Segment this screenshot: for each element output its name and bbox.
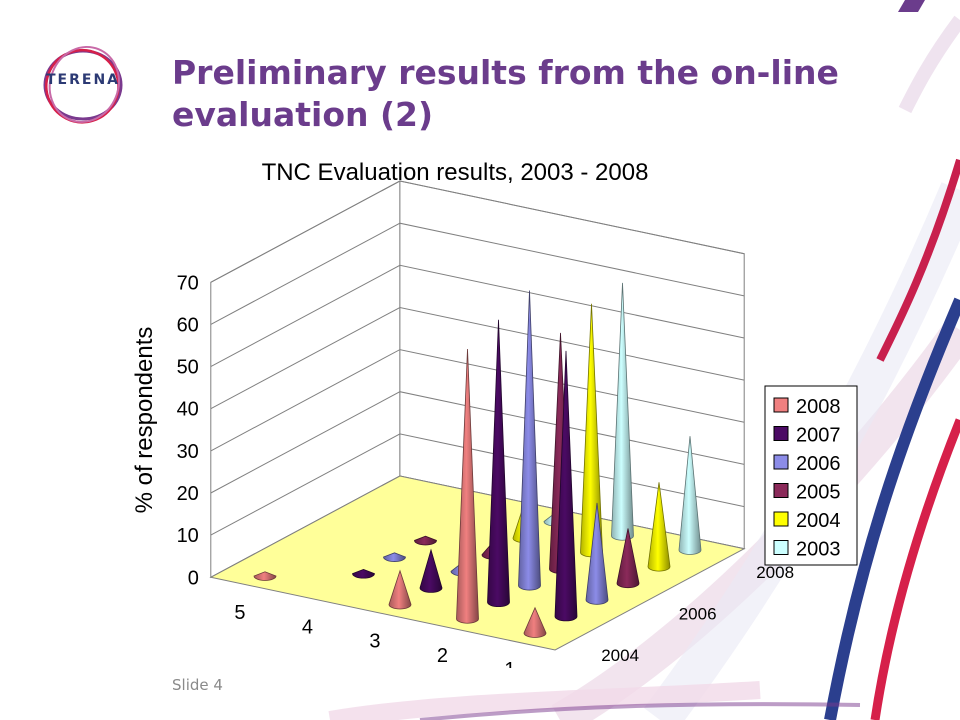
legend-swatch-2003 — [773, 540, 789, 555]
logo-wordmark: TERENA — [45, 72, 120, 88]
depth-axis-label: 2004 — [601, 646, 639, 665]
gridline — [210, 264, 745, 368]
cone-2003-cat-1 — [678, 436, 702, 555]
category-label: 5 — [234, 602, 245, 624]
depth-axis-label: 2006 — [679, 604, 717, 623]
legend-label-2007: 2007 — [796, 425, 841, 447]
cone-2007-cat-4 — [352, 569, 375, 579]
cone-2008-cat-1 — [523, 606, 547, 638]
legend-label-2004: 2004 — [796, 510, 841, 532]
depth-axis-label: 2008 — [756, 563, 794, 582]
legend-swatch-2006 — [773, 454, 789, 470]
legend-label-2008: 2008 — [796, 396, 841, 418]
cone-2005-cat-4 — [414, 535, 437, 546]
legend-label-2005: 2005 — [796, 482, 841, 504]
plot-area: 0 10 20 30 40 50 60 70 5 4 3 2 1 2008 2006 2004 — [177, 180, 794, 668]
gridline — [210, 306, 745, 410]
y-axis-label: % of respondents — [131, 327, 158, 514]
cone-2007-cat-3 — [419, 548, 443, 593]
series-2006 — [383, 290, 609, 605]
cone-2007-cat-1 — [554, 350, 578, 622]
y-tick-label: 70 — [177, 272, 199, 294]
category-label: 4 — [302, 616, 313, 638]
terena-logo — [43, 45, 123, 124]
cone-2008-cat-3 — [388, 569, 412, 610]
slide-title: Preliminary results from the on-line eva… — [172, 53, 839, 134]
cone-2008-cat-2 — [456, 349, 479, 624]
y-tick-label: 60 — [177, 314, 199, 336]
gridline — [210, 180, 745, 283]
cone-2007-cat-2 — [487, 319, 510, 608]
legend-label-2003: 2003 — [796, 539, 841, 561]
legend-swatch-2004 — [773, 511, 789, 527]
legend-swatch-2007 — [773, 426, 789, 441]
cone-2003-cat-2 — [611, 282, 634, 541]
cone-2004-cat-1 — [647, 482, 671, 572]
cone-2006-cat-4 — [383, 552, 406, 562]
legend-label-2006: 2006 — [796, 453, 841, 475]
chart: TNC Evaluation results, 2003 - 2008 % of… — [131, 159, 858, 668]
y-tick-label: 30 — [177, 441, 199, 463]
legend-swatch-2008 — [773, 397, 789, 413]
y-tick-label: 0 — [188, 567, 199, 589]
series-2003 — [543, 282, 702, 555]
legend-box — [764, 385, 858, 566]
series-2007 — [352, 319, 578, 622]
series-2008 — [253, 349, 547, 638]
y-tick-label: 20 — [177, 483, 199, 505]
y-tick-label: 50 — [177, 357, 199, 379]
category-label: 3 — [369, 631, 380, 653]
y-tick-label: 10 — [177, 525, 199, 547]
cone-2006-cat-1 — [585, 502, 609, 605]
chart-title: TNC Evaluation results, 2003 - 2008 — [262, 159, 649, 186]
cone-2006-cat-2 — [518, 290, 541, 591]
gridline — [210, 222, 745, 325]
gridline — [210, 349, 745, 452]
cone-2005-cat-1 — [616, 528, 640, 589]
legend-swatch-2005 — [773, 483, 789, 498]
y-tick-label: 40 — [177, 399, 199, 421]
slide-number: Slide 4 — [172, 676, 223, 694]
legend: 2008 2007 2006 2005 2004 2003 — [764, 385, 858, 566]
category-label: 2 — [437, 645, 448, 667]
cone-2008-cat-5 — [253, 571, 277, 581]
chart-floor — [209, 475, 746, 651]
category-label: 1 — [504, 659, 515, 668]
